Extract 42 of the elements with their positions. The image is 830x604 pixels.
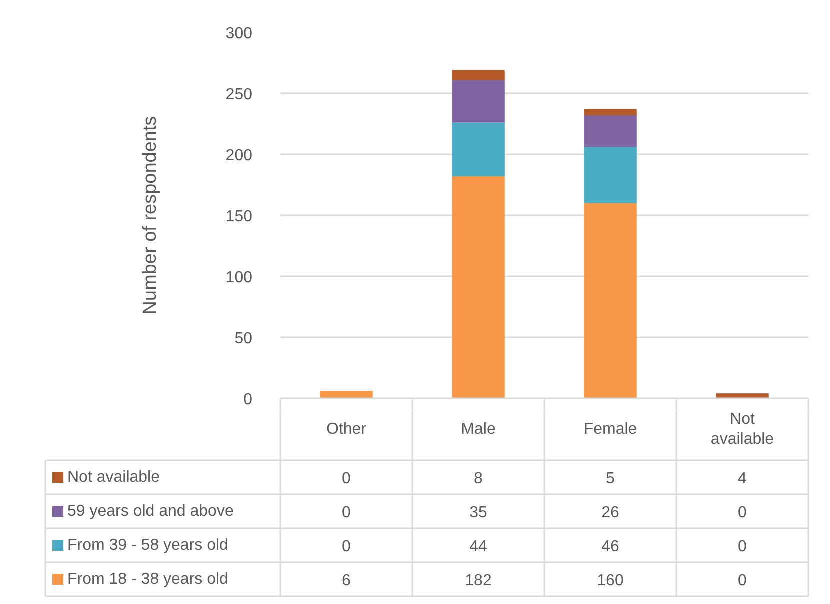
y-tick-label: 200 bbox=[226, 148, 253, 164]
y-tick-label: 0 bbox=[244, 392, 253, 408]
y-tick-label: 250 bbox=[226, 86, 253, 104]
data-label: 46 bbox=[602, 538, 620, 556]
data-label: 44 bbox=[470, 538, 488, 556]
y-tick-label: 100 bbox=[226, 270, 253, 286]
bar bbox=[584, 203, 637, 398]
y-tick-label: 50 bbox=[234, 330, 253, 348]
legend-label: 59 years old and above bbox=[68, 503, 234, 520]
y-tick-label: 300 bbox=[226, 26, 253, 42]
y-tick-label: 150 bbox=[226, 208, 253, 226]
bar bbox=[584, 115, 637, 148]
data-label: 0 bbox=[342, 470, 352, 488]
bar bbox=[452, 70, 505, 80]
bar bbox=[452, 122, 505, 176]
x-tick-label: Not available bbox=[710, 410, 774, 448]
data-label: 0 bbox=[342, 504, 352, 522]
data-label: 4 bbox=[738, 470, 748, 488]
bar bbox=[452, 176, 505, 398]
data-label: 182 bbox=[465, 572, 492, 590]
x-tick-label: Female bbox=[584, 421, 638, 438]
x-tick-label: Male bbox=[461, 421, 496, 438]
bar bbox=[584, 109, 637, 116]
data-label: 0 bbox=[342, 538, 352, 556]
x-tick-label: Other bbox=[326, 421, 368, 438]
data-label: 0 bbox=[738, 572, 748, 590]
data-label: 0 bbox=[738, 538, 748, 556]
legend-label: From 18 - 38 years old bbox=[68, 571, 228, 588]
data-label: 160 bbox=[597, 572, 624, 590]
data-label: 35 bbox=[470, 504, 488, 522]
bar bbox=[320, 391, 373, 398]
legend-label: From 39 - 58 years old bbox=[68, 537, 228, 554]
bar bbox=[584, 147, 637, 204]
bar bbox=[716, 394, 769, 398]
data-label: 8 bbox=[474, 470, 484, 488]
data-label: 6 bbox=[342, 572, 352, 590]
legend-label: Not available bbox=[68, 469, 160, 486]
data-label: 0 bbox=[738, 504, 748, 522]
data-label: 26 bbox=[602, 504, 620, 522]
data-label: 5 bbox=[606, 470, 616, 488]
bar bbox=[452, 80, 505, 123]
y-axis-title: Number of respondents bbox=[140, 116, 161, 315]
